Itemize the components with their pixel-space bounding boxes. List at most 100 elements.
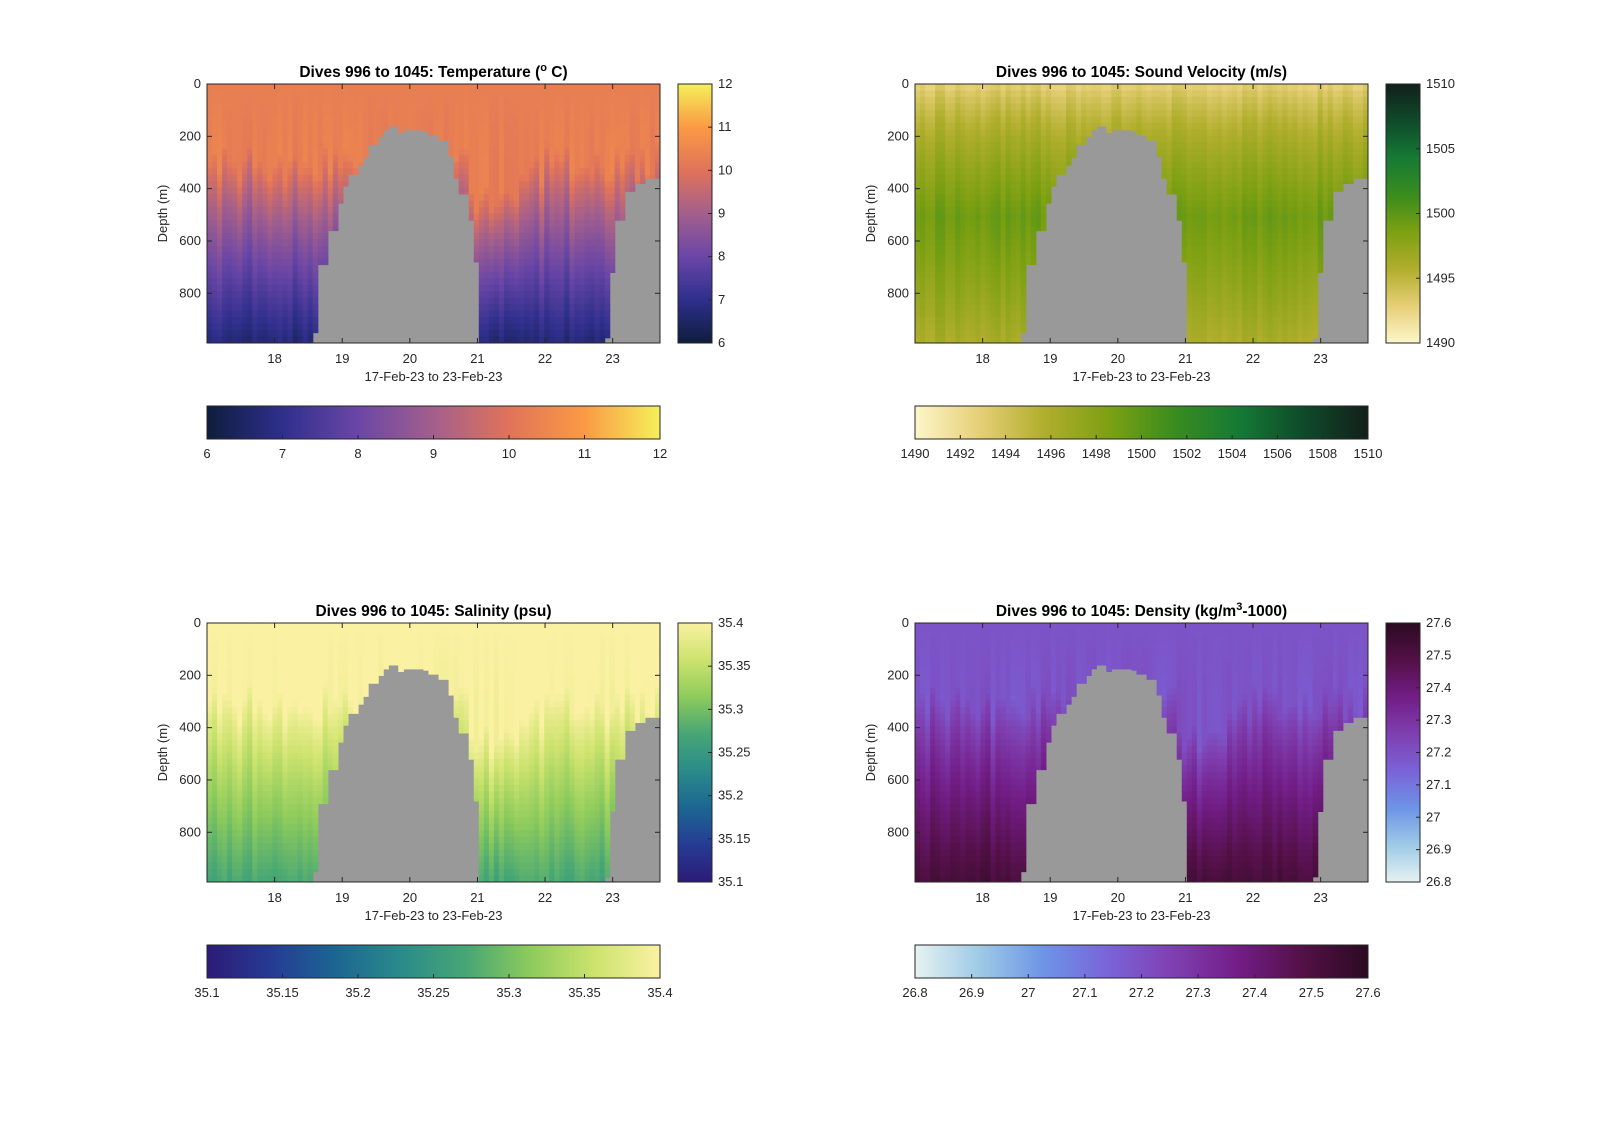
heatmap-cell <box>232 271 238 279</box>
heatmap-cell <box>509 161 515 169</box>
heatmap-cell <box>604 207 611 215</box>
heatmap-cell <box>463 116 470 124</box>
heatmap-cell <box>327 129 334 137</box>
heatmap-cell <box>473 239 480 247</box>
heatmap-cell <box>1121 122 1127 130</box>
heatmap-cell <box>262 330 268 338</box>
heatmap-cell <box>1262 219 1268 228</box>
heatmap-cell <box>483 161 490 169</box>
heatmap-cell <box>935 310 941 318</box>
heatmap-cell <box>498 181 505 189</box>
heatmap-cell <box>297 239 304 247</box>
heatmap-cell <box>1015 90 1022 98</box>
heatmap-cell <box>524 278 530 286</box>
heatmap-cell <box>945 194 951 202</box>
heatmap-cell <box>569 168 576 176</box>
heatmap-cell <box>539 161 545 169</box>
heatmap-cell <box>302 284 309 292</box>
heatmap-cell <box>1201 129 1208 137</box>
heatmap-cell <box>1262 232 1268 240</box>
heatmap-cell <box>915 219 921 228</box>
heatmap-cell <box>1277 90 1284 98</box>
heatmap-cell <box>975 142 982 150</box>
heatmap-cell <box>257 219 263 228</box>
heatmap-cell <box>478 271 485 279</box>
heatmap-cell <box>950 194 956 202</box>
heatmap-cell <box>950 213 956 221</box>
heatmap-cell <box>584 278 591 286</box>
heatmap-cell <box>514 336 520 343</box>
heatmap-cell <box>498 330 505 338</box>
heatmap-cell <box>1272 200 1278 208</box>
heatmap-cell <box>950 258 956 266</box>
heatmap-cell <box>1111 84 1117 92</box>
heatmap-cell <box>1267 258 1273 266</box>
heatmap-cell <box>1136 109 1143 117</box>
heatmap-cell <box>1055 135 1062 143</box>
heatmap-cell <box>312 174 319 182</box>
heatmap-cell <box>579 116 586 124</box>
heatmap-cell <box>212 84 218 92</box>
heatmap-cell <box>222 336 228 343</box>
heatmap-cell <box>1217 330 1223 338</box>
heatmap-cell <box>463 148 470 156</box>
heatmap-cell <box>1191 200 1198 208</box>
heatmap-cell <box>483 84 490 92</box>
heatmap-cell <box>237 155 243 163</box>
heatmap-cell <box>1227 116 1233 124</box>
heatmap-cell <box>282 265 289 273</box>
heatmap-cell <box>1292 330 1299 338</box>
heatmap-cell <box>1257 226 1263 234</box>
heatmap-cell <box>237 129 243 137</box>
heatmap-cell <box>1015 271 1022 279</box>
heatmap-cell <box>1030 232 1037 240</box>
heatmap-cell <box>1211 239 1218 247</box>
heatmap-cell <box>539 207 545 215</box>
heatmap-cell <box>1201 213 1208 221</box>
heatmap-cell <box>312 135 319 143</box>
heatmap-cell <box>307 207 314 215</box>
heatmap-cell <box>1035 194 1042 202</box>
heatmap-cell <box>930 96 936 105</box>
heatmap-cell <box>654 84 660 92</box>
heatmap-cell <box>945 161 951 169</box>
heatmap-cell <box>619 200 626 208</box>
heatmap-cell <box>614 142 621 150</box>
heatmap-cell <box>1307 109 1314 117</box>
heatmap-cell <box>1247 239 1253 247</box>
heatmap-cell <box>277 304 284 312</box>
heatmap-cell <box>493 252 500 260</box>
heatmap-cell <box>1252 252 1258 260</box>
heatmap-cell <box>1262 116 1268 124</box>
heatmap-cell <box>247 96 253 105</box>
heatmap-cell <box>1307 103 1314 111</box>
heatmap-cell <box>1025 194 1032 202</box>
heatmap-cell <box>1307 148 1314 156</box>
heatmap-cell <box>498 155 505 163</box>
heatmap-cell <box>614 194 621 202</box>
heatmap-cell <box>207 187 213 195</box>
heatmap-cell <box>1186 297 1193 305</box>
heatmap-cell <box>222 265 228 273</box>
heatmap-cell <box>564 181 570 189</box>
heatmap-cell <box>995 200 1002 208</box>
heatmap-cell <box>478 291 485 299</box>
heatmap-cell <box>297 330 304 338</box>
title-end: C) <box>547 64 568 81</box>
heatmap-cell <box>403 96 409 105</box>
heatmap-cell <box>930 245 936 253</box>
heatmap-cell <box>1237 181 1243 189</box>
heatmap-cell <box>985 297 992 305</box>
heatmap-cell <box>483 258 490 266</box>
heatmap-cell <box>1101 96 1107 105</box>
heatmap-cell <box>262 245 268 253</box>
heatmap-cell <box>282 297 289 305</box>
heatmap-cell <box>654 103 660 111</box>
heatmap-cell <box>473 122 480 130</box>
heatmap-cell <box>629 155 636 163</box>
heatmap-cell <box>1171 84 1178 92</box>
heatmap-cell <box>514 317 520 325</box>
heatmap-cell <box>1015 265 1022 273</box>
heatmap-cell <box>589 323 596 331</box>
heatmap-cell <box>217 258 223 266</box>
